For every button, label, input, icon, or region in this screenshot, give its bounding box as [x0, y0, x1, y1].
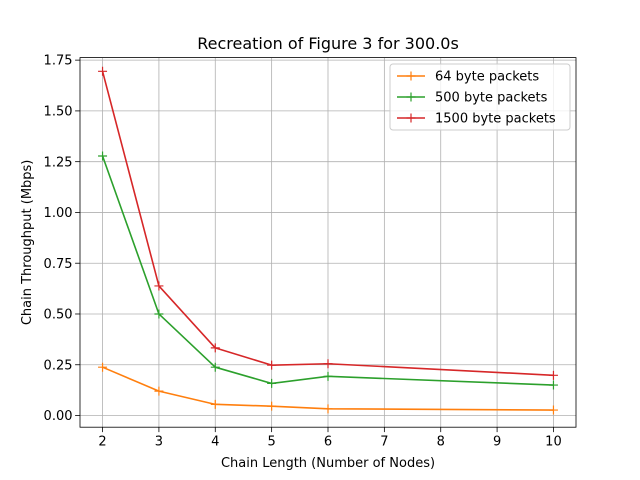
x-tick-label: 10	[545, 435, 562, 450]
data-point	[267, 378, 277, 388]
legend-marker	[406, 113, 416, 123]
y-tick-label: 0.25	[44, 358, 73, 373]
x-tick-label: 3	[155, 435, 163, 450]
legend-box	[389, 63, 571, 131]
data-point	[98, 362, 108, 372]
legend-item: 1500 byte packets	[397, 112, 556, 127]
x-tick-label: 9	[493, 435, 501, 450]
legend-label: 1500 byte packets	[435, 112, 556, 127]
series-3	[98, 66, 558, 380]
x-tick-label: 8	[437, 435, 445, 450]
y-tick-label: 1.50	[44, 105, 73, 120]
x-tick-label: 4	[211, 435, 219, 450]
x-axis-label: Chain Length (Number of Nodes)	[221, 456, 435, 471]
series-layer	[98, 66, 558, 415]
legend: 64 byte packets 500 byte packets 1500 byte…	[389, 63, 571, 131]
series-line	[101, 155, 554, 386]
data-point	[98, 66, 108, 76]
data-point	[548, 405, 558, 415]
data-point	[548, 370, 558, 380]
data-point	[323, 404, 333, 414]
series-1	[98, 362, 558, 415]
legend-label: 500 byte packets	[435, 91, 548, 106]
data-point	[98, 151, 108, 161]
y-tick-label: 1.00	[44, 206, 73, 221]
chart-title: Recreation of Figure 3 for 300.0s	[197, 34, 459, 53]
legend-marker	[406, 71, 416, 81]
y-axis: 0.00 0.25 0.50 0.75 1.00 1.25 1.50 1.75	[44, 54, 80, 424]
x-axis: 2 3 4 5 6 7 8 9 10	[98, 427, 562, 450]
x-tick-label: 2	[98, 435, 106, 450]
y-tick-label: 1.75	[44, 54, 73, 69]
data-point	[323, 359, 333, 369]
data-point	[548, 380, 558, 390]
data-point	[210, 362, 220, 372]
legend-item: 500 byte packets	[397, 91, 548, 106]
x-tick-label: 5	[267, 435, 275, 450]
data-point	[154, 309, 164, 319]
data-point	[154, 281, 164, 291]
data-point	[267, 360, 277, 370]
data-point	[267, 401, 277, 411]
y-axis-label: Chain Throughput (Mbps)	[20, 160, 35, 326]
data-point	[154, 386, 164, 396]
data-point	[323, 371, 333, 381]
series-2	[98, 151, 558, 390]
y-tick-label: 0.00	[44, 409, 73, 424]
y-tick-label: 1.25	[44, 155, 73, 170]
legend-item: 64 byte packets	[397, 70, 539, 85]
data-point	[210, 399, 220, 409]
legend-marker	[406, 92, 416, 102]
x-tick-label: 6	[324, 435, 332, 450]
data-point	[210, 343, 220, 353]
y-tick-label: 0.75	[44, 257, 73, 272]
series-line	[102, 366, 554, 411]
series-line	[101, 71, 554, 377]
x-tick-label: 7	[380, 435, 388, 450]
y-tick-label: 0.50	[44, 308, 73, 323]
legend-label: 64 byte packets	[435, 70, 539, 85]
